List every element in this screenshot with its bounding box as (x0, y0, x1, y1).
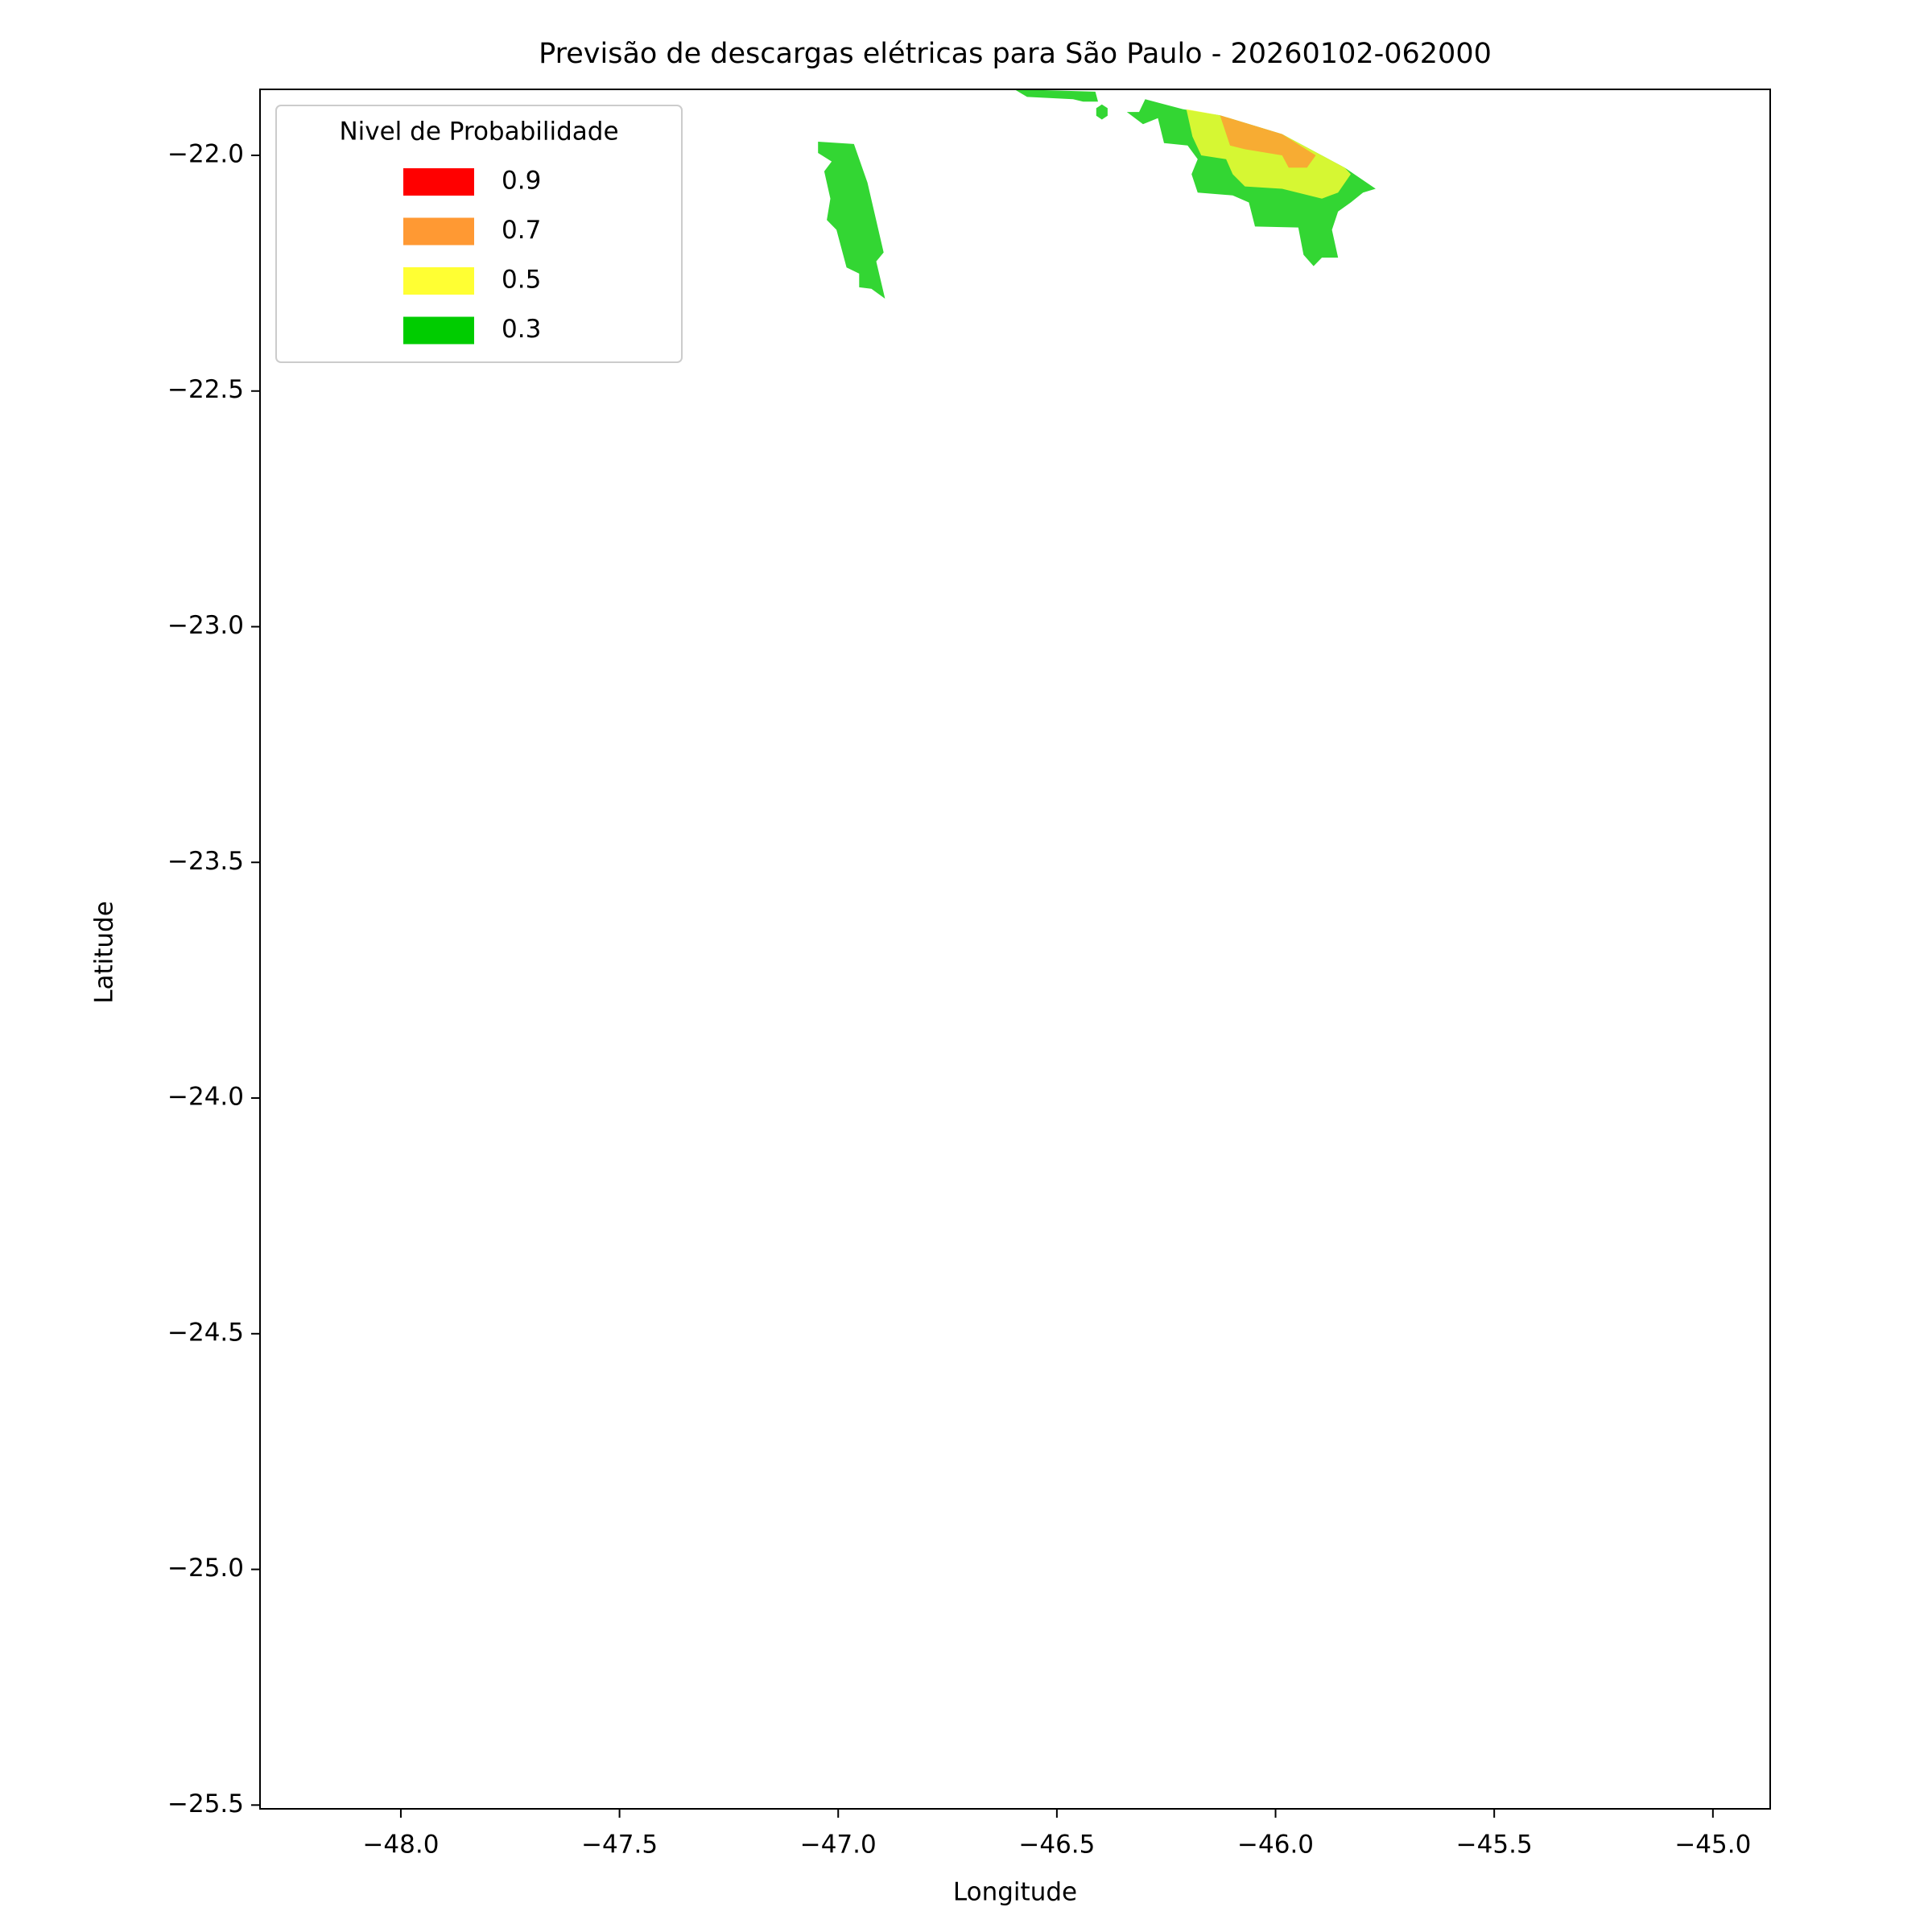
chart-title: Previsão de descargas elétricas para São… (539, 38, 1492, 70)
legend-label: 0.7 (502, 216, 541, 245)
y-tick-label: −23.0 (167, 611, 244, 640)
y-tick-label: −24.5 (167, 1318, 244, 1347)
x-axis-label: Longitude (953, 1878, 1077, 1907)
legend-title: Nivel de Probabilidade (339, 118, 618, 147)
legend-swatch (403, 168, 474, 196)
y-tick-label: −22.0 (167, 139, 244, 168)
y-tick-label: −25.5 (167, 1790, 244, 1818)
y-tick-label: −22.5 (167, 375, 244, 404)
contour-region (1014, 89, 1098, 102)
legend: Nivel de Probabilidade 0.9 0.7 0.5 0.3 (275, 105, 683, 363)
x-tick-label: −45.0 (1674, 1831, 1751, 1860)
contour-layer (818, 89, 1376, 299)
x-tick-label: −45.5 (1456, 1831, 1533, 1860)
contour-region (1096, 104, 1108, 120)
legend-label: 0.5 (502, 266, 541, 295)
x-tick-label: −46.0 (1237, 1831, 1314, 1860)
legend-swatch (403, 267, 474, 295)
legend-label: 0.3 (502, 315, 541, 344)
contour-region (818, 142, 886, 299)
x-tick-label: −48.0 (362, 1831, 439, 1860)
x-tick-label: −47.0 (800, 1831, 877, 1860)
x-tick-label: −46.5 (1018, 1831, 1095, 1860)
legend-box (275, 105, 683, 363)
x-tick-label: −47.5 (581, 1831, 658, 1860)
plot-frame (259, 89, 1771, 1810)
y-tick-label: −24.0 (167, 1083, 244, 1112)
legend-swatch (403, 217, 474, 246)
y-tick-label: −25.0 (167, 1554, 244, 1583)
legend-swatch (403, 316, 474, 345)
contour-region (1220, 115, 1316, 168)
y-axis-label: Latitude (90, 901, 119, 1004)
legend-label: 0.9 (502, 167, 541, 196)
y-tick-label: −23.5 (167, 847, 244, 876)
